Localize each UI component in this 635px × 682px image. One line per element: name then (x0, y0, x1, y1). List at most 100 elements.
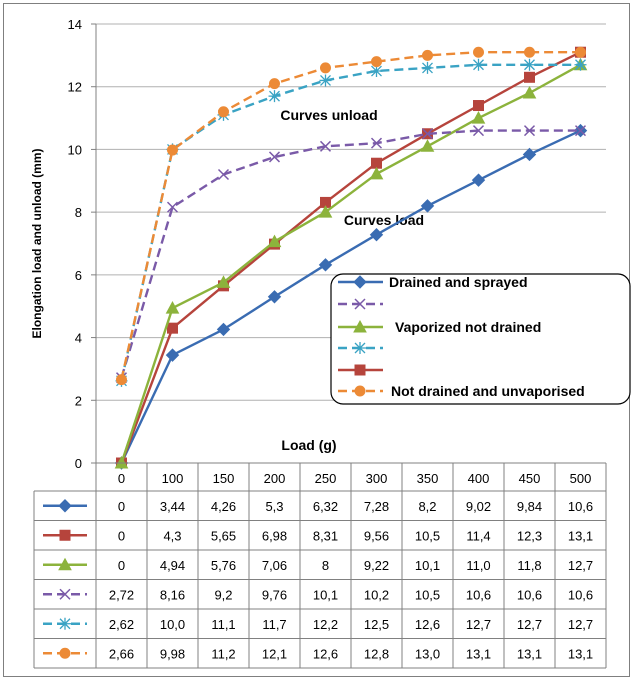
data-point (471, 173, 486, 187)
x-tick-label: 500 (570, 471, 592, 486)
table-cell: 10,5 (415, 528, 440, 543)
y-tick-label: 14 (68, 17, 82, 32)
x-tick-label: 200 (264, 471, 286, 486)
x-axis-label: Load (g) (281, 437, 336, 453)
series-6-unload (116, 46, 586, 386)
table-cell: 12,6 (415, 617, 440, 632)
table-cell: 2,66 (109, 646, 134, 661)
legend-swatch-marker (353, 275, 367, 289)
y-tick-label: 10 (68, 142, 82, 157)
x-tick-label: 250 (315, 471, 337, 486)
data-point (218, 106, 229, 118)
table-cell: 9,76 (262, 587, 287, 602)
data-point (369, 228, 384, 242)
data-point (472, 58, 485, 71)
table-cell: 7,06 (262, 558, 287, 573)
data-point (574, 58, 587, 71)
table-cell: 12,3 (517, 528, 542, 543)
table-row-swatch-marker (58, 499, 72, 513)
table-row-swatch-marker (58, 557, 72, 571)
table-cell: 0 (118, 528, 125, 543)
table-cell: 9,22 (364, 558, 389, 573)
table-row: 0 3,44 4,26 5,3 6,32 7,28 8,2 9,02 9,84 10,6 (43, 499, 593, 514)
data-point (473, 46, 484, 58)
table-cell: 8,2 (418, 499, 436, 514)
x-tick-label: 100 (162, 471, 184, 486)
data-point (420, 199, 435, 213)
x-tick-label: 350 (417, 471, 439, 486)
data-point (420, 139, 435, 152)
table-cell: 12,7 (517, 617, 542, 632)
table-cell: 4,94 (160, 558, 185, 573)
x-tick-label: 400 (468, 471, 490, 486)
table-cell: 7,28 (364, 499, 389, 514)
data-point (167, 322, 178, 334)
data-point (165, 348, 180, 362)
x-tick-label: 150 (213, 471, 235, 486)
data-point (371, 56, 382, 68)
x-tick-label: 0 (118, 471, 125, 486)
legend-entry: Not drained and unvaporised (338, 383, 585, 399)
table-cell: 12,8 (364, 646, 389, 661)
table-cell: 9,98 (160, 646, 185, 661)
table-cell: 10,1 (415, 558, 440, 573)
table-cell: 0 (118, 499, 125, 514)
legend-swatch-marker (353, 319, 367, 333)
table-cell: 10,1 (313, 587, 338, 602)
y-tick-label: 6 (75, 268, 82, 283)
table-cell: 10,6 (517, 587, 542, 602)
table-cell: 13,0 (415, 646, 440, 661)
table-row: 2,72 8,16 9,2 9,76 10,1 10,2 10,5 10,6 10,6 10,6 (43, 587, 593, 602)
table-cell: 0 (118, 558, 125, 573)
data-point (522, 147, 537, 162)
data-point (523, 58, 536, 71)
data-point (267, 290, 282, 304)
data-point (471, 111, 486, 124)
legend-swatch-marker (354, 385, 366, 397)
table-cell: 12,7 (568, 558, 593, 573)
y-tick-label: 4 (75, 331, 82, 346)
table-cell: 2,72 (109, 587, 134, 602)
table-cell: 12,7 (466, 617, 491, 632)
y-axis-label: Elongation load and unload (mm) (30, 149, 44, 339)
table-cell: 9,2 (214, 587, 232, 602)
data-point (472, 125, 485, 137)
table-cell: 9,56 (364, 528, 389, 543)
y-tick-label: 0 (75, 456, 82, 471)
legend-entry (338, 298, 383, 310)
data-point (574, 125, 587, 137)
data-point (165, 301, 180, 314)
data-point (167, 144, 178, 156)
legend-swatch-marker (354, 342, 366, 354)
table-row: 0 4,94 5,76 7,06 8 9,22 10,1 11,0 11,8 12,7 (43, 557, 593, 573)
data-point (522, 85, 537, 99)
y-tick-label: 8 (75, 205, 82, 220)
table-cell: 2,62 (109, 617, 134, 632)
data-point (217, 168, 230, 181)
series-line (120, 129, 582, 464)
table-cell: 6,98 (262, 528, 287, 543)
table-cell: 9,02 (466, 499, 491, 514)
table-cell: 13,1 (568, 528, 593, 543)
table-cell: 8,16 (160, 587, 185, 602)
table-cell: 10,2 (364, 587, 389, 602)
series-line (120, 129, 581, 379)
table-row: 2,62 10,0 11,1 11,7 12,2 12,5 12,6 12,7 12,7 12,7 (43, 617, 593, 632)
table-cell: 13,1 (466, 646, 491, 661)
data-point (116, 374, 127, 386)
series-line (120, 51, 582, 464)
legend-label: Drained and sprayed (389, 274, 528, 290)
data-point (575, 46, 586, 58)
data-point (267, 234, 282, 248)
table-cell: 11,1 (211, 617, 235, 632)
table-cell: 13,1 (517, 646, 542, 661)
table-cell: 12,1 (262, 646, 287, 661)
legend-swatch-marker (354, 364, 366, 376)
annotation-curves-unload: Curves unload (280, 107, 377, 123)
x-tick-label: 300 (366, 471, 388, 486)
table-cell: 12,6 (313, 646, 338, 661)
table-cell: 10,6 (568, 587, 593, 602)
table-cell: 11,8 (517, 558, 541, 573)
table-cell: 3,44 (160, 499, 185, 514)
